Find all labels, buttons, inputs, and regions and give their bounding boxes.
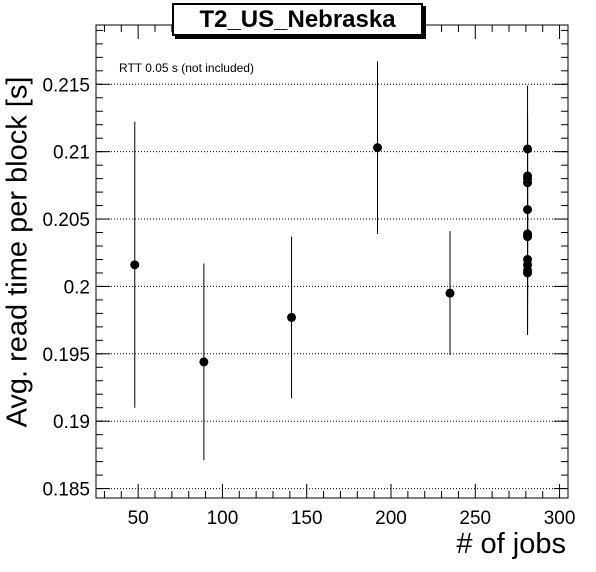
y-axis-label: Avg. read time per block [s] (1, 76, 34, 428)
data-point (287, 312, 297, 322)
data-point (445, 288, 455, 298)
data-point (199, 357, 209, 367)
x-axis-ticks: 50 100 150 200 250 300 (103, 25, 576, 529)
data-point (373, 143, 383, 153)
plot-frame (95, 24, 569, 499)
data-point (523, 268, 533, 278)
y-tick-label: 0.205 (42, 210, 90, 231)
data-points (130, 61, 533, 461)
x-axis-label: # of jobs (456, 528, 566, 560)
chart-title: T2_US_Nebraska (172, 3, 423, 36)
x-tick-label: 300 (544, 508, 576, 529)
x-tick-label: 150 (291, 508, 323, 529)
y-tick-label: 0.19 (53, 412, 90, 433)
y-gridlines (96, 83, 568, 490)
y-tick-label: 0.215 (42, 75, 90, 96)
y-tick-label: 0.21 (53, 143, 90, 164)
y-axis-ticks: 0.185 0.19 0.195 0.2 0.205 0.21 0.215 (42, 29, 568, 501)
y-tick-label: 0.195 (42, 345, 90, 366)
x-tick-label: 200 (375, 508, 407, 529)
x-tick-label: 50 (128, 508, 149, 529)
x-tick-label: 250 (459, 508, 491, 529)
x-tick-label: 100 (207, 508, 239, 529)
data-point (130, 260, 140, 270)
y-tick-label: 0.2 (64, 277, 90, 298)
rtt-annotation: RTT 0.05 s (not included) (119, 61, 254, 75)
y-tick-label: 0.185 (42, 480, 90, 501)
